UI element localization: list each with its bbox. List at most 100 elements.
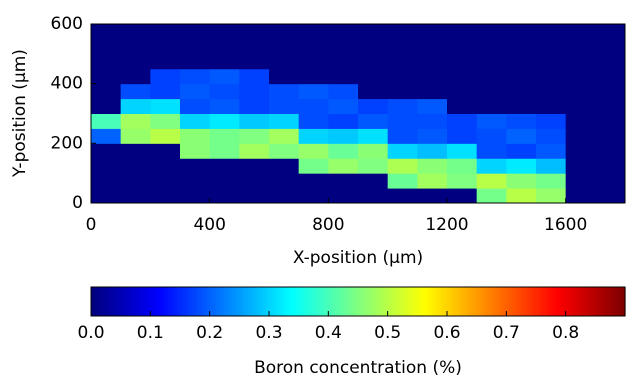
heatmap-cell: [447, 68, 478, 85]
colorbar-swatch: [123, 287, 128, 316]
colorbar-swatch: [607, 287, 611, 316]
heatmap-cell: [536, 128, 567, 144]
colorbar-swatch: [283, 287, 288, 316]
colorbar-swatch: [168, 287, 172, 316]
colorbar-swatch: [197, 287, 202, 316]
colorbar-swatch: [156, 287, 160, 316]
heatmap-cell: [298, 143, 329, 159]
colorbar-swatch: [316, 287, 321, 316]
heatmap-cell: [209, 128, 240, 144]
colorbar-swatch: [488, 287, 493, 316]
colorbar-swatch: [435, 287, 439, 316]
colorbar-swatch: [230, 287, 234, 316]
colorbar-swatch: [277, 287, 282, 316]
heatmap-cell: [150, 188, 181, 204]
colorbar-swatch: [108, 287, 113, 316]
colorbar-swatch: [598, 287, 602, 316]
heatmap-cell: [595, 38, 626, 55]
heatmap-cell: [150, 158, 181, 174]
colorbar-swatch: [254, 287, 258, 316]
heatmap-cell: [298, 113, 329, 129]
x-tick-label: 1600: [544, 215, 587, 235]
heatmap-cell: [417, 98, 448, 114]
heatmap-cell: [298, 24, 329, 40]
colorbar-swatch: [458, 287, 463, 316]
heatmap-cell: [536, 143, 567, 159]
heatmap-cell: [180, 113, 211, 129]
heatmap-cell: [298, 68, 329, 85]
heatmap-cell: [269, 113, 300, 129]
colorbar-swatch: [135, 287, 140, 316]
heatmap-cell: [565, 128, 596, 144]
heatmap-cell: [565, 24, 596, 40]
colorbar-swatch: [601, 287, 605, 316]
colorbar-swatch: [565, 287, 570, 316]
colorbar-swatch: [310, 287, 315, 316]
colorbar-swatch: [583, 287, 588, 316]
heatmap-cell: [239, 188, 270, 204]
colorbar-swatch: [286, 287, 291, 316]
heatmap-cell: [506, 38, 537, 55]
heatmap-cell: [269, 38, 300, 55]
heatmap-cell: [447, 158, 478, 174]
colorbar-swatch: [260, 287, 264, 316]
heatmap-cell: [239, 38, 270, 55]
heatmap-cell: [565, 158, 596, 174]
heatmap-cell: [358, 173, 389, 189]
heatmap-cell: [180, 53, 211, 70]
colorbar-swatch: [360, 287, 365, 316]
colorbar-swatch: [120, 287, 125, 316]
heatmap-cell: [150, 143, 181, 159]
colorbar-swatch: [289, 287, 294, 316]
colorbar-swatch: [269, 287, 273, 316]
heatmap-cell: [358, 53, 389, 70]
colorbar-swatch: [206, 287, 211, 316]
heatmap-cell: [209, 53, 240, 70]
colorbar-swatch: [239, 287, 243, 316]
colorbar-swatch: [408, 287, 412, 316]
colorbar-swatch: [271, 287, 276, 316]
colorbar-swatch: [547, 287, 552, 316]
heatmap-cell: [358, 98, 389, 114]
heatmap-cell: [209, 113, 240, 129]
colorbar-swatch: [159, 287, 163, 316]
heatmap-cell: [595, 83, 626, 100]
colorbar-swatch: [429, 287, 433, 316]
heatmap-cell: [269, 68, 300, 85]
colorbar-swatch: [521, 287, 525, 316]
colorbar-swatch: [144, 287, 148, 316]
heatmap-cell: [447, 188, 478, 204]
colorbar-swatch: [509, 287, 513, 316]
heatmap-cell: [91, 83, 122, 100]
heatmap-cell: [536, 113, 567, 129]
heatmap-cell: [595, 158, 626, 174]
heatmap-cell: [447, 53, 478, 70]
heatmap-cell: [476, 83, 507, 100]
colorbar-swatch: [280, 287, 285, 316]
colorbar-swatch: [114, 287, 119, 316]
colorbar-swatch: [417, 287, 421, 316]
colorbar-swatch: [399, 287, 404, 316]
colorbar-swatch: [384, 287, 389, 316]
colorbar-swatch: [530, 287, 534, 316]
heatmap-cell: [447, 113, 478, 129]
heatmap-cell: [120, 188, 151, 204]
heatmap-cell: [565, 143, 596, 159]
heatmap-cell: [269, 83, 300, 100]
heatmap-cell: [209, 24, 240, 40]
colorbar-swatch: [263, 287, 267, 316]
colorbar-swatch: [411, 287, 415, 316]
heatmap-cell: [506, 98, 537, 114]
heatmap-cell: [239, 113, 270, 129]
heatmap-cell: [387, 98, 418, 114]
colorbar-swatch: [559, 287, 564, 316]
heatmap-cell: [180, 68, 211, 85]
heatmap-cell: [536, 173, 567, 189]
colorbar-swatch: [541, 287, 546, 316]
colorbar-swatch: [491, 287, 496, 316]
colorbar-swatch: [150, 287, 154, 316]
colorbar-swatch: [568, 287, 573, 316]
colorbar-tick-label: 0.1: [137, 323, 164, 343]
heatmap-cell: [91, 143, 122, 159]
